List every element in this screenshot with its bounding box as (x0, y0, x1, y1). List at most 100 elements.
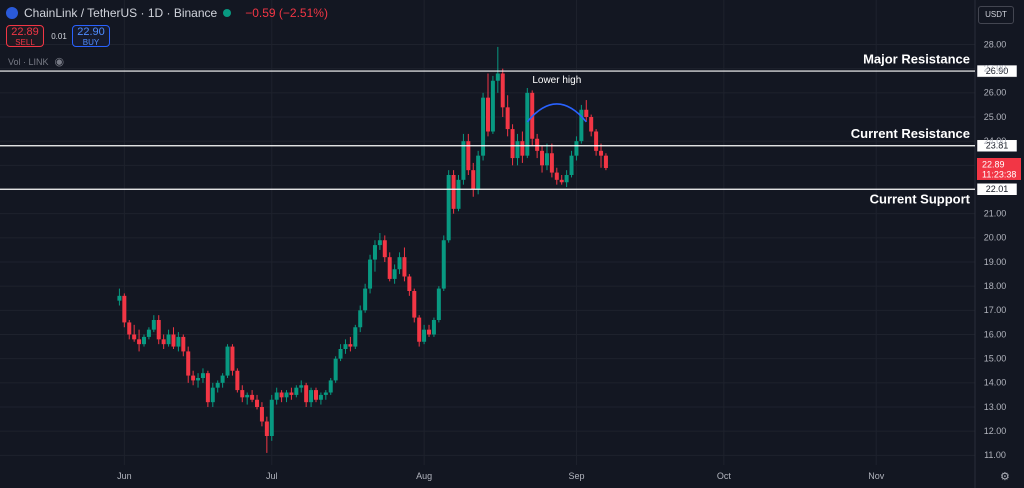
level-price-label: 22.01 (986, 184, 1009, 194)
candle-body (299, 385, 304, 388)
candle-body (171, 334, 176, 347)
candle-body (495, 73, 500, 81)
level-price-tag (976, 64, 1018, 78)
candle-body (476, 155, 481, 190)
candle-body (259, 407, 264, 422)
candle-body (245, 394, 250, 398)
candle-body (431, 320, 436, 335)
time-tick-label: Sep (568, 471, 584, 481)
candle-body (589, 117, 594, 132)
candle-body (461, 141, 466, 180)
candle-body (505, 107, 510, 130)
candle-body (235, 370, 240, 391)
candle-body (554, 172, 559, 180)
level-price-tag (976, 139, 1018, 153)
price-tick-label: 12.00 (984, 426, 1007, 436)
candle-body (191, 375, 196, 381)
candle-body (205, 373, 210, 403)
time-axis: Jun Jul Aug Sep Oct Nov (117, 471, 885, 481)
sell-button[interactable]: 22.89 SELL (6, 25, 44, 47)
candle-body (584, 109, 589, 117)
time-tick-label: Jun (117, 471, 132, 481)
price-tick-label: 13.00 (984, 402, 1007, 412)
candle-body (466, 141, 471, 171)
candle-body (427, 329, 432, 335)
candle-body (417, 317, 422, 342)
candle-body (196, 378, 201, 381)
candle-body (490, 80, 495, 132)
candle-body (559, 179, 564, 183)
sell-label: SELL (15, 38, 35, 47)
lower-high-arc (526, 103, 587, 123)
candle-body (294, 387, 299, 395)
price-axis: 28.0027.0026.0025.0024.0023.0021.0020.00… (977, 39, 1021, 460)
price-tick-label: 11.00 (984, 450, 1006, 460)
candle-body (353, 327, 358, 347)
grid (0, 0, 976, 488)
price-tick-label: 28.00 (984, 39, 1007, 49)
candle-body (151, 320, 156, 330)
price-tick-label: 15.00 (984, 354, 1007, 364)
candle-body (156, 320, 161, 340)
eye-icon[interactable]: ◉ (54, 56, 65, 68)
candle-body (348, 344, 353, 347)
candle-body (117, 295, 122, 301)
candle-body (225, 346, 230, 376)
price-tick-label: 14.00 (984, 378, 1007, 388)
candle-body (579, 109, 584, 142)
candle-body (372, 245, 377, 260)
candle-body (441, 240, 446, 289)
chart-header: ChainLink / TetherUS · 1D · Binance −0.5… (6, 6, 328, 20)
last-price-tag (977, 157, 1021, 180)
candle-body (569, 155, 574, 175)
candle-body (343, 344, 348, 349)
candle-body (269, 399, 274, 436)
spread-value: 0.01 (51, 32, 67, 41)
candle-body (279, 392, 284, 398)
level-price-label: 26.90 (986, 66, 1009, 76)
candle-body (122, 295, 127, 323)
price-tick-label: 17.00 (984, 305, 1007, 315)
candle-body (289, 392, 294, 395)
currency-selector[interactable]: USDT (978, 6, 1014, 24)
annotation: Lower high (526, 75, 587, 123)
price-tick-label: 24.00 (984, 136, 1007, 146)
sell-price: 22.89 (11, 26, 39, 38)
price-tick-label: 20.00 (984, 233, 1007, 243)
gear-icon[interactable]: ⚙ (1000, 471, 1010, 483)
candle-body (471, 170, 476, 190)
candle-body (544, 153, 549, 166)
candle-body (358, 310, 363, 328)
candle-body (392, 269, 397, 279)
candle-body (264, 421, 269, 436)
level-name: Major Resistance (863, 52, 970, 67)
candle-body (574, 141, 579, 156)
countdown-label: 11:23:38 (982, 169, 1016, 179)
time-tick-label: Oct (717, 471, 732, 481)
buy-button[interactable]: 22.90 BUY (72, 25, 110, 47)
time-tick-label: Aug (416, 471, 432, 481)
candle-body (313, 390, 318, 400)
candlesticks (117, 46, 608, 453)
candle-body (220, 375, 225, 383)
last-price-label: 22.89 (982, 159, 1005, 169)
price-tick-label: 16.00 (984, 329, 1007, 339)
candle-body (500, 73, 505, 108)
candle-body (436, 288, 441, 320)
price-tick-label: 26.00 (984, 88, 1007, 98)
candle-body (274, 392, 279, 400)
candle-body (323, 392, 328, 395)
symbol-title[interactable]: ChainLink / TetherUS · 1D · Binance (24, 6, 218, 20)
volume-label: Vol · LINK (8, 56, 49, 67)
candle-body (520, 141, 525, 156)
candle-body (515, 141, 520, 159)
volume-indicator[interactable]: Vol · LINK ◉ (8, 55, 64, 68)
candle-body (333, 358, 338, 381)
candle-body (446, 175, 451, 241)
chainlink-logo-icon (6, 7, 18, 19)
candle-body (132, 334, 137, 340)
candle-body (284, 392, 289, 398)
price-tick-label: 19.00 (984, 257, 1007, 267)
candle-body (485, 97, 490, 132)
